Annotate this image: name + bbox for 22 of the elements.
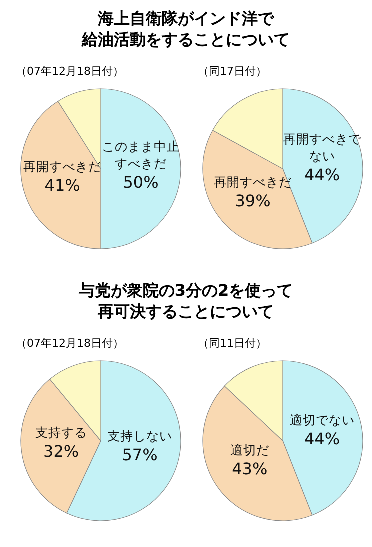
slice-label: 再開すべきでない (283, 132, 362, 164)
data-label: 50% (123, 173, 159, 192)
data-label: 32% (44, 442, 80, 462)
data-label: 41% (44, 176, 80, 196)
chart-subtitle: （07年12月18日付） (16, 64, 124, 79)
data-label: 39% (235, 191, 271, 210)
data-label: 44% (304, 430, 340, 449)
slice-label: 支持する (35, 425, 88, 440)
data-label: 44% (304, 166, 340, 185)
chart-title: 与党が衆院の3分の2を使って再可決することについて (78, 280, 294, 322)
slice-label: 適切でない (290, 412, 355, 428)
chart-subtitle: （同11日付） (198, 336, 267, 351)
chart-subtitle: （07年12月18日付） (16, 336, 124, 351)
slice-label: 再開すべきだ (214, 174, 292, 190)
chart-title: 海上自衛隊がインド洋で給油活動をすることについて (80, 8, 291, 50)
slice-label: このまま中止すべきだ (102, 139, 180, 171)
chart-subtitle: （同17日付） (198, 64, 267, 79)
slice-label: 支持しない (108, 428, 173, 444)
data-label: 43% (232, 459, 268, 478)
data-label: 57% (122, 446, 158, 465)
slice-label: 適切だ (230, 442, 270, 458)
slice-label: 再開すべきだ (24, 159, 102, 174)
